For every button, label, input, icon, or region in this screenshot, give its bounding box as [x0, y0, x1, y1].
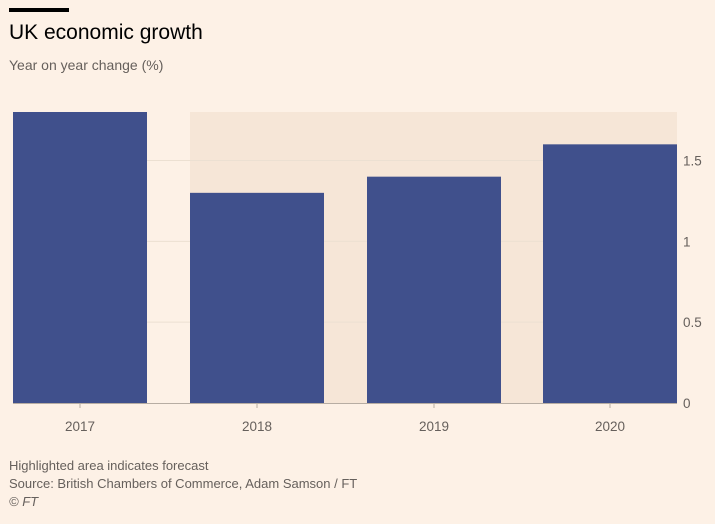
header-rule: [9, 8, 69, 12]
chart-footer: Highlighted area indicates forecast Sour…: [9, 457, 357, 511]
bar-2017: [13, 112, 147, 403]
chart-subtitle: Year on year change (%): [9, 57, 164, 73]
bar-2018: [190, 192, 324, 403]
y-tick-label: 0.5: [683, 315, 702, 330]
y-tick-label: 0: [683, 396, 691, 411]
y-tick-label: 1: [683, 234, 691, 249]
x-tick-label: 2017: [65, 419, 95, 434]
y-tick-label: 1.5: [683, 154, 702, 169]
x-tick-label: 2020: [595, 419, 625, 434]
x-tick-label: 2019: [419, 419, 449, 434]
bar-2020: [543, 144, 677, 404]
source-line: Source: British Chambers of Commerce, Ad…: [9, 476, 358, 491]
bar-2019: [367, 176, 501, 403]
x-tick-label: 2018: [242, 419, 272, 434]
chart-title: UK economic growth: [9, 21, 203, 44]
copyright-credit: © FT: [9, 494, 39, 509]
forecast-note: Highlighted area indicates forecast: [9, 458, 209, 473]
